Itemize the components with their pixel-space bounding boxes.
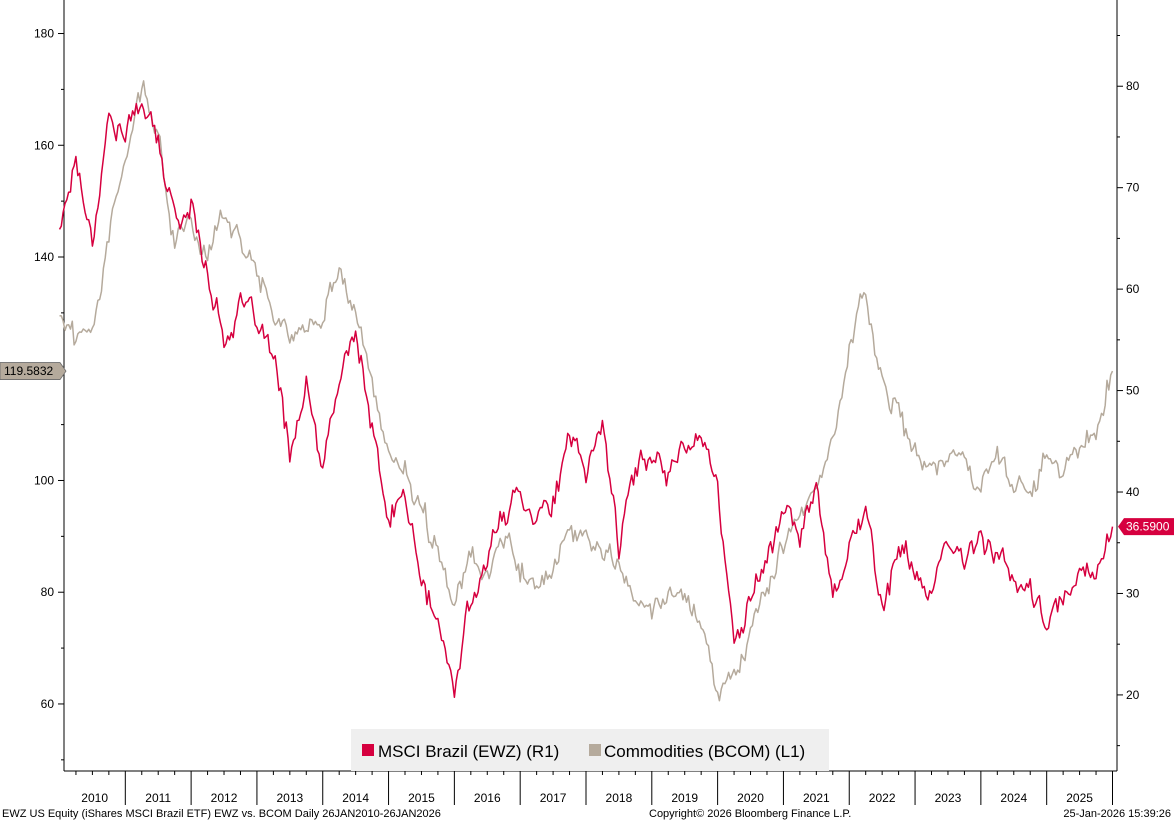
footer-timestamp: 25-Jan-2026 15:39:26: [1063, 808, 1171, 820]
footer-security-description: EWZ US Equity (iShares MSCI Brazil ETF) …: [2, 808, 441, 820]
x-axis-year-label: 2016: [474, 791, 501, 805]
x-axis-year-label: 2012: [211, 791, 238, 805]
x-axis-year-label: 2020: [737, 791, 764, 805]
series-line-commodities: [59, 80, 1114, 702]
right-axis-tick-label: 30: [1126, 586, 1140, 600]
chart-series: [58, 80, 1114, 702]
chart-footer: EWZ US Equity (iShares MSCI Brazil ETF) …: [0, 805, 1174, 823]
right-axis-tick-label: 80: [1126, 79, 1140, 93]
legend-label[interactable]: MSCI Brazil (EWZ) (R1): [378, 742, 559, 761]
x-axis-year-label: 2021: [803, 791, 830, 805]
left-axis-tick-label: 160: [34, 138, 54, 152]
right-axis-tick-label: 50: [1126, 384, 1140, 398]
right-axis-tick-label: 70: [1126, 181, 1140, 195]
x-axis-year-label: 2010: [81, 791, 108, 805]
x-axis-year-label: 2013: [276, 791, 303, 805]
x-axis-year-label: 2023: [935, 791, 962, 805]
series-line-msci-brazil: [58, 102, 1114, 699]
right-axis-tick-label: 40: [1126, 485, 1140, 499]
left-axis-tick-label: 60: [41, 697, 55, 711]
left-axis-tick-label: 180: [34, 27, 54, 41]
x-axis-year-label: 2015: [408, 791, 435, 805]
x-axis-year-label: 2018: [606, 791, 633, 805]
right-axis-tick-label: 60: [1126, 282, 1140, 296]
x-axis-year-label: 2019: [671, 791, 698, 805]
chart-legend: MSCI Brazil (EWZ) (R1) Commodities (BCOM)…: [351, 729, 829, 771]
x-axis-year-label: 2011: [145, 791, 171, 805]
left-last-value-badge: [0, 362, 67, 380]
right-last-value-badge: [1118, 518, 1174, 536]
right-last-value-label: 36.5900: [1126, 520, 1170, 534]
last-value-labels: 119.5832 36.5900: [0, 362, 1174, 536]
chart-axes: 6080100120140160180203040506070802010201…: [34, 0, 1140, 805]
left-axis-tick-label: 80: [41, 585, 55, 599]
x-axis-year-label: 2014: [342, 791, 369, 805]
left-axis-tick-label: 140: [34, 250, 54, 264]
left-axis-tick-label: 100: [34, 473, 54, 487]
left-last-value-label: 119.5832: [4, 364, 53, 378]
legend-label[interactable]: Commodities (BCOM) (L1): [604, 742, 805, 761]
footer-copyright: Copyright© 2026 Bloomberg Finance L.P.: [649, 808, 852, 820]
x-axis-year-label: 2017: [540, 791, 567, 805]
right-axis-tick-label: 20: [1126, 688, 1140, 702]
legend-swatch: [589, 744, 601, 756]
legend-swatch: [362, 744, 374, 756]
x-axis-year-label: 2025: [1066, 791, 1093, 805]
x-axis-year-label: 2022: [869, 791, 896, 805]
line-chart: 6080100120140160180203040506070802010201…: [0, 0, 1174, 805]
x-axis-year-label: 2024: [1000, 791, 1027, 805]
